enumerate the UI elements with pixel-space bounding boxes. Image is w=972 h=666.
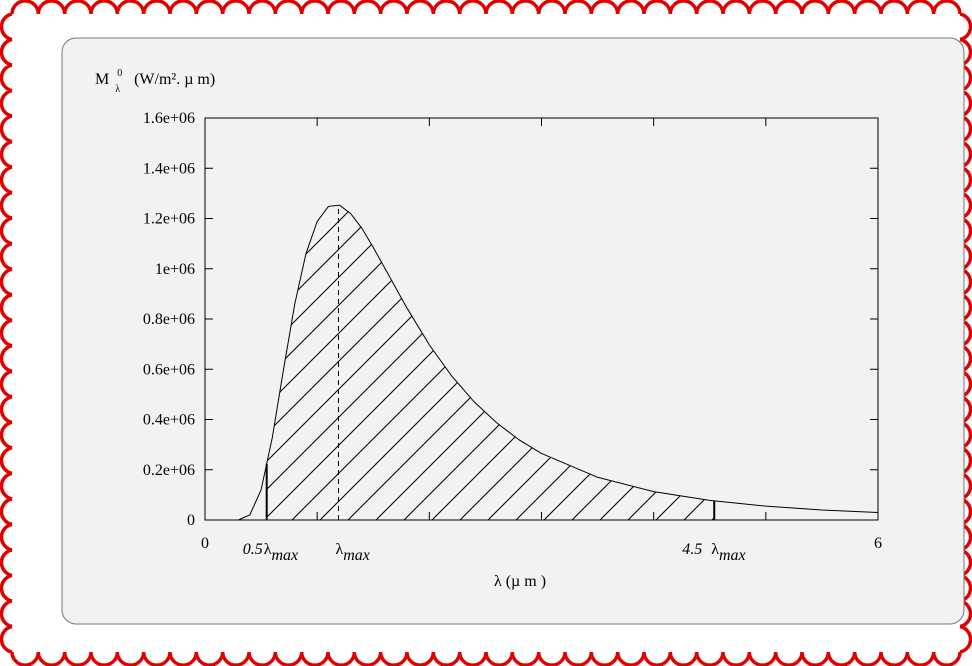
y-tick-label: 0.2e+06 bbox=[143, 462, 195, 479]
marker-sub: max bbox=[343, 547, 370, 564]
y-tick-label: 1.4e+06 bbox=[143, 160, 195, 177]
y-tick-label: 0 bbox=[187, 512, 195, 529]
x-axis-label: λ (µ m ) bbox=[494, 573, 546, 590]
x-tick-label: 0 bbox=[201, 535, 209, 552]
y-tick-label: 1.2e+06 bbox=[143, 211, 195, 228]
marker-label: 0.5λmax bbox=[243, 541, 298, 564]
marker-prefix: 0.5 bbox=[243, 541, 263, 558]
marker-symbol: λ bbox=[711, 541, 719, 558]
hatched-area bbox=[266, 205, 715, 520]
y-tick-label: 0.6e+06 bbox=[143, 361, 195, 378]
marker-prefix: 4.5 bbox=[682, 541, 706, 558]
marker-sub: max bbox=[271, 547, 298, 564]
y-tick-label: 1e+06 bbox=[155, 261, 195, 278]
y-tick-label: 0.8e+06 bbox=[143, 311, 195, 328]
marker-symbol: λ bbox=[335, 541, 343, 558]
marker-sub: max bbox=[719, 547, 746, 564]
panel bbox=[61, 37, 965, 625]
y-tick-label: 0.4e+06 bbox=[143, 412, 195, 429]
marker-label: λmax bbox=[335, 541, 369, 564]
y-tick-label: 1.6e+06 bbox=[143, 110, 195, 127]
marker-label: 4.5 λmax bbox=[682, 541, 745, 564]
y-axis-label: M 0 λ(W/m². µ m) bbox=[95, 68, 215, 95]
x-tick-label: 6 bbox=[874, 535, 882, 552]
marker-symbol: λ bbox=[264, 541, 272, 558]
curve bbox=[205, 204, 879, 521]
